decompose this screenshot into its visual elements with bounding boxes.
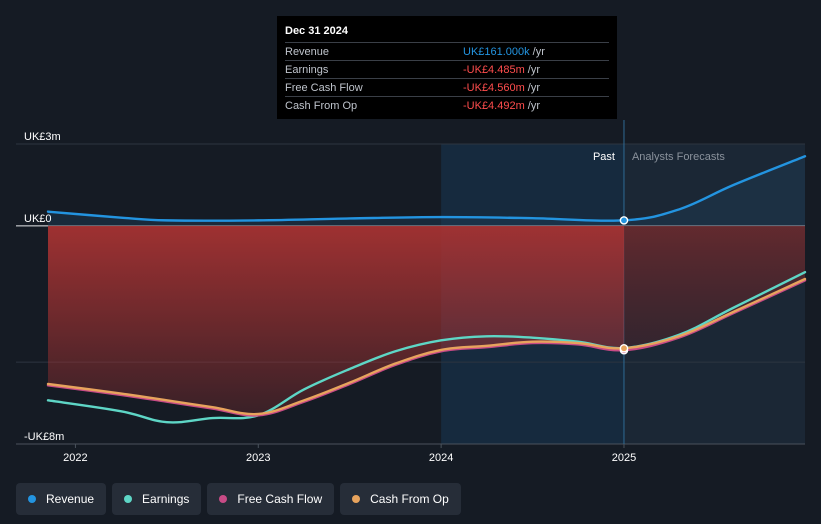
series-line-revenue [46, 155, 807, 222]
tooltip-label: Earnings [285, 63, 329, 76]
series-line-cfo [46, 277, 807, 416]
y-tick-label: -UK£8m [24, 431, 64, 443]
tooltip-unit: /yr [527, 99, 540, 112]
tooltip-row-revenue: Revenue UK£161.000k /yr [285, 42, 609, 60]
x-tick-label: 2024 [429, 452, 453, 464]
legend-label: Cash From Op [370, 492, 449, 506]
tooltip-value: -UK£4.492m [463, 99, 525, 112]
legend: Revenue Earnings Free Cash Flow Cash Fro… [16, 483, 461, 515]
x-tick-label: 2022 [63, 452, 87, 464]
x-tick-label: 2025 [612, 452, 636, 464]
legend-dot-icon [219, 495, 228, 503]
tooltip-row-fcf: Free Cash Flow -UK£4.560m /yr [285, 78, 609, 96]
tooltip-value: -UK£4.560m [463, 81, 525, 94]
legend-label: Free Cash Flow [237, 492, 323, 506]
forecast-label: Analysts Forecasts [632, 151, 725, 163]
tooltip-label: Cash From Op [285, 99, 358, 112]
tooltip-unit: /yr [532, 45, 545, 58]
tooltip-panel: Dec 31 2024 Revenue UK£161.000k /yr Earn… [277, 16, 617, 119]
legend-label: Earnings [142, 492, 190, 506]
tooltip-row-earnings: Earnings -UK£4.485m /yr [285, 60, 609, 78]
legend-dot-icon [352, 495, 361, 503]
tooltip-unit: /yr [527, 63, 540, 76]
tooltip-row-cfo: Cash From Op -UK£4.492m /yr [285, 96, 609, 114]
legend-dot-icon [28, 495, 36, 503]
marker-cfo [619, 343, 629, 353]
tooltip-value: UK£161.000k [463, 45, 530, 58]
legend-dot-icon [124, 495, 133, 503]
negative-area-past [48, 225, 624, 415]
tooltip-label: Free Cash Flow [285, 81, 363, 94]
legend-item-cash-from-op[interactable]: Cash From Op [340, 483, 461, 515]
tooltip-unit: /yr [527, 81, 540, 94]
tooltip-date: Dec 31 2024 [285, 25, 348, 37]
past-label: Past [593, 151, 615, 163]
legend-item-earnings[interactable]: Earnings [112, 483, 202, 515]
y-tick-label: UK£3m [24, 131, 61, 143]
tooltip-value: -UK£4.485m [463, 63, 525, 76]
legend-item-free-cash-flow[interactable]: Free Cash Flow [207, 483, 335, 515]
y-tick-label: UK£0 [24, 213, 52, 225]
marker-revenue [619, 216, 629, 225]
legend-label: Revenue [46, 492, 95, 506]
x-tick-label: 2023 [246, 452, 270, 464]
legend-item-revenue[interactable]: Revenue [16, 483, 107, 515]
tooltip-label: Revenue [285, 45, 330, 58]
negative-area-forecast [623, 225, 805, 349]
